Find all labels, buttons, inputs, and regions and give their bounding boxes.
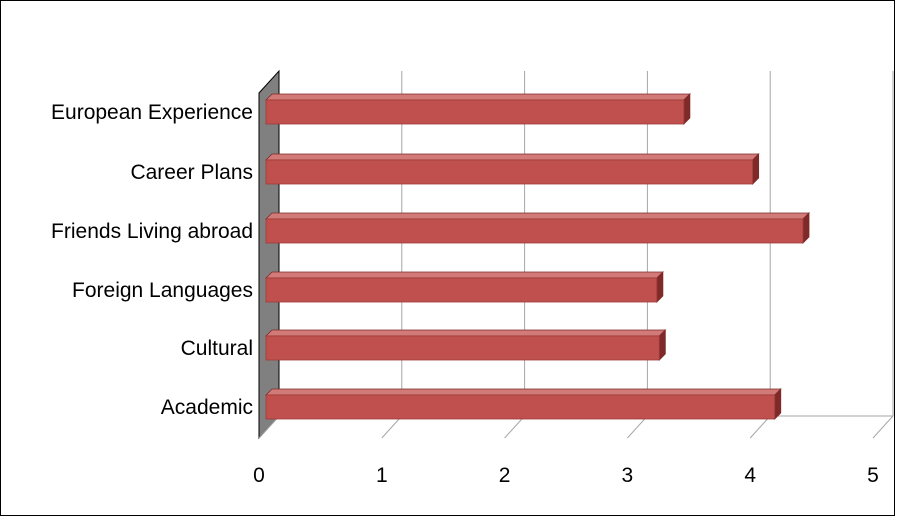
bar-top-face bbox=[265, 212, 810, 220]
x-tick-label: 4 bbox=[744, 464, 756, 487]
gridlines bbox=[258, 71, 894, 439]
bar-top-face bbox=[265, 388, 782, 396]
category-label: European Experience bbox=[51, 101, 253, 124]
x-tick-label: 0 bbox=[253, 464, 265, 487]
bar-front-face bbox=[265, 99, 685, 125]
category-label: Cultural bbox=[181, 337, 253, 360]
bar-top-face bbox=[265, 153, 760, 161]
bar-top-face bbox=[265, 329, 667, 337]
bar-foreign-languages bbox=[265, 271, 664, 303]
side-wall-panel bbox=[258, 69, 280, 440]
floor-gridline-4 bbox=[749, 415, 771, 439]
x-tick-label: 5 bbox=[867, 464, 879, 487]
bar-front-face bbox=[265, 394, 776, 420]
bar-front-face bbox=[265, 277, 658, 303]
category-label: Academic bbox=[161, 396, 253, 419]
category-labels: Academic Cultural Foreign Languages Friends… bbox=[51, 101, 253, 419]
floor-gridline-5 bbox=[872, 415, 894, 439]
floor-gridline-2 bbox=[504, 415, 525, 439]
side-wall bbox=[258, 69, 280, 440]
bar-career-plans bbox=[265, 153, 760, 185]
x-tick-label: 2 bbox=[499, 464, 511, 487]
x-tick-label: 3 bbox=[622, 464, 634, 487]
bars bbox=[265, 93, 810, 420]
floor-gridline-3 bbox=[627, 415, 648, 439]
bar-front-face bbox=[265, 335, 660, 361]
bar-top-face bbox=[265, 271, 664, 279]
floor-gridline-0 bbox=[258, 415, 280, 439]
x-tick-labels: 0 1 2 3 4 5 bbox=[253, 464, 879, 487]
floor-gridline-1 bbox=[381, 415, 403, 439]
bar-friends-living-abroad bbox=[265, 212, 810, 244]
bar-cultural bbox=[265, 329, 667, 361]
bar-top-face bbox=[265, 93, 691, 101]
x-tick-label: 1 bbox=[376, 464, 388, 487]
bar-front-face bbox=[265, 159, 754, 185]
category-label: Friends Living abroad bbox=[51, 220, 253, 243]
bar-academic bbox=[265, 388, 782, 420]
bar-european-experience bbox=[265, 93, 691, 125]
bar-front-face bbox=[265, 218, 804, 244]
category-label: Foreign Languages bbox=[72, 279, 253, 302]
category-label: Career Plans bbox=[130, 161, 253, 184]
